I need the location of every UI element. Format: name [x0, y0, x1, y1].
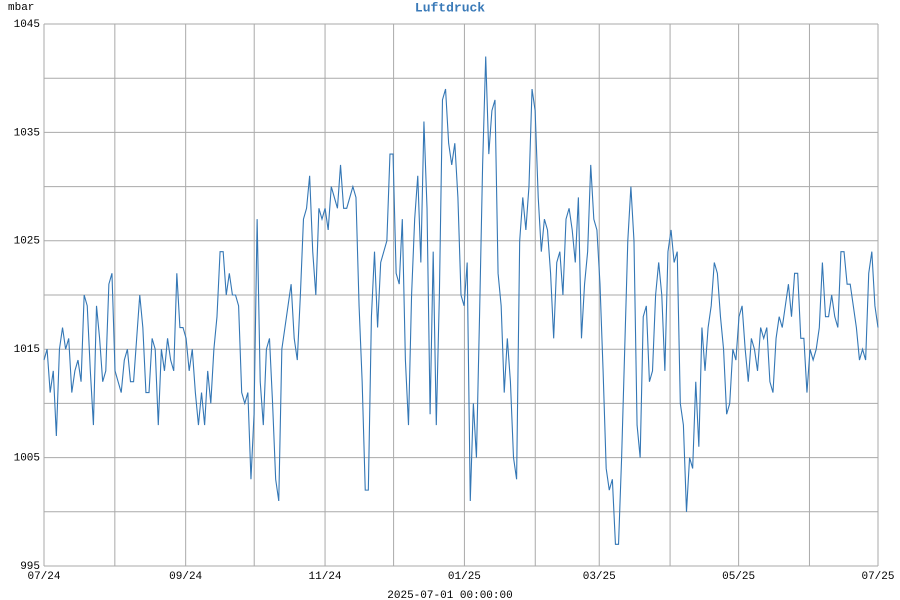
x-tick-label: 05/25 [722, 571, 755, 583]
chart-title: Luftdruck [415, 0, 485, 15]
x-axis-label: 2025-07-01 00:00:00 [387, 590, 512, 600]
line-series [43, 56, 879, 545]
x-tick-label: 09/24 [169, 571, 202, 583]
y-tick-label: 1005 [14, 453, 40, 465]
y-tick-label: 995 [20, 561, 40, 573]
x-tick-label: 03/25 [583, 571, 616, 583]
x-tick-label: 01/25 [448, 571, 481, 583]
y-tick-label: 1025 [14, 236, 40, 248]
y-axis-label: mbar [8, 2, 34, 14]
x-tick-label: 07/24 [27, 571, 60, 583]
x-tick-label: 11/24 [309, 571, 342, 583]
y-tick-label: 1015 [14, 344, 40, 356]
y-tick-label: 1045 [14, 19, 40, 31]
y-tick-label: 1035 [14, 127, 40, 139]
x-tick-label: 07/25 [861, 571, 894, 583]
